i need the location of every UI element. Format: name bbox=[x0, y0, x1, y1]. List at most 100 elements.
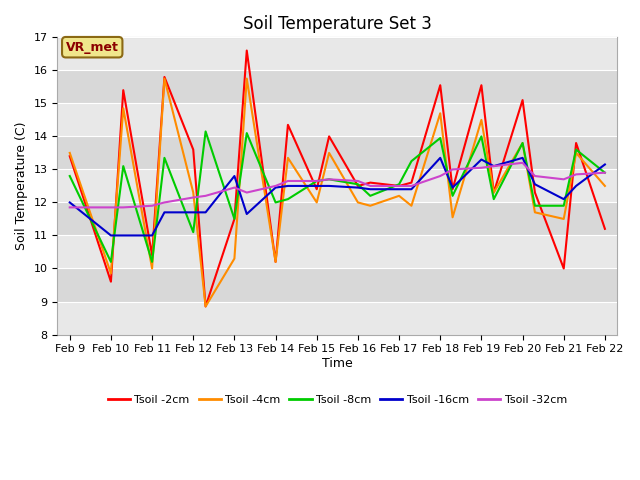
Tsoil -16cm bbox=[490, 163, 497, 169]
Tsoil -16cm bbox=[436, 155, 444, 161]
Tsoil -16cm bbox=[230, 173, 238, 179]
Tsoil -8cm bbox=[202, 129, 209, 134]
Line: Tsoil -32cm: Tsoil -32cm bbox=[70, 163, 605, 207]
Tsoil -8cm bbox=[272, 200, 280, 205]
Tsoil -2cm bbox=[436, 83, 444, 88]
Tsoil -32cm bbox=[272, 183, 280, 189]
Tsoil -16cm bbox=[120, 233, 127, 239]
Tsoil -32cm bbox=[313, 178, 321, 184]
Tsoil -2cm bbox=[161, 74, 168, 80]
Tsoil -8cm bbox=[325, 177, 333, 182]
Tsoil -16cm bbox=[313, 183, 321, 189]
Tsoil -2cm bbox=[189, 147, 197, 153]
Tsoil -8cm bbox=[189, 229, 197, 235]
Tsoil -4cm bbox=[490, 190, 497, 195]
Tsoil -16cm bbox=[325, 183, 333, 189]
Tsoil -4cm bbox=[519, 140, 527, 146]
Tsoil -32cm bbox=[436, 173, 444, 179]
Tsoil -4cm bbox=[161, 76, 168, 82]
Line: Tsoil -4cm: Tsoil -4cm bbox=[70, 79, 605, 306]
Tsoil -32cm bbox=[66, 204, 74, 210]
Bar bbox=[58, 37, 617, 71]
Tsoil -2cm bbox=[202, 303, 209, 309]
Tsoil -8cm bbox=[354, 181, 362, 187]
Text: VR_met: VR_met bbox=[66, 41, 118, 54]
Tsoil -4cm bbox=[230, 256, 238, 262]
Y-axis label: Soil Temperature (C): Soil Temperature (C) bbox=[15, 121, 28, 250]
Tsoil -8cm bbox=[161, 155, 168, 161]
Tsoil -8cm bbox=[107, 259, 115, 265]
Tsoil -2cm bbox=[408, 180, 415, 185]
Tsoil -2cm bbox=[313, 186, 321, 192]
Tsoil -32cm bbox=[367, 183, 374, 189]
Tsoil -8cm bbox=[408, 158, 415, 164]
Tsoil -4cm bbox=[66, 150, 74, 156]
Tsoil -2cm bbox=[325, 133, 333, 139]
Tsoil -32cm bbox=[601, 170, 609, 176]
Tsoil -32cm bbox=[107, 204, 115, 210]
Tsoil -2cm bbox=[601, 226, 609, 232]
Tsoil -8cm bbox=[396, 181, 403, 187]
Tsoil -16cm bbox=[107, 233, 115, 239]
Tsoil -8cm bbox=[230, 216, 238, 222]
Tsoil -16cm bbox=[161, 209, 168, 215]
Tsoil -16cm bbox=[572, 183, 580, 189]
Tsoil -2cm bbox=[367, 180, 374, 185]
Tsoil -2cm bbox=[107, 279, 115, 285]
Tsoil -4cm bbox=[367, 203, 374, 209]
Tsoil -2cm bbox=[66, 153, 74, 159]
Tsoil -2cm bbox=[477, 83, 485, 88]
Tsoil -4cm bbox=[189, 190, 197, 195]
Tsoil -4cm bbox=[148, 265, 156, 271]
Tsoil -4cm bbox=[272, 259, 280, 265]
Tsoil -8cm bbox=[519, 140, 527, 146]
Tsoil -8cm bbox=[313, 178, 321, 184]
Tsoil -4cm bbox=[436, 110, 444, 116]
Tsoil -32cm bbox=[396, 183, 403, 189]
Tsoil -2cm bbox=[120, 87, 127, 93]
Tsoil -8cm bbox=[572, 147, 580, 153]
Tsoil -8cm bbox=[601, 170, 609, 176]
Tsoil -16cm bbox=[367, 186, 374, 192]
Tsoil -16cm bbox=[477, 156, 485, 162]
Tsoil -2cm bbox=[519, 97, 527, 103]
Tsoil -32cm bbox=[531, 173, 539, 179]
Tsoil -4cm bbox=[107, 271, 115, 276]
Tsoil -32cm bbox=[325, 177, 333, 182]
Tsoil -16cm bbox=[531, 181, 539, 187]
Tsoil -2cm bbox=[449, 186, 456, 192]
Bar bbox=[58, 301, 617, 335]
Tsoil -4cm bbox=[284, 155, 292, 161]
Tsoil -32cm bbox=[230, 185, 238, 191]
Tsoil -4cm bbox=[325, 150, 333, 156]
Tsoil -16cm bbox=[408, 186, 415, 192]
Tsoil -4cm bbox=[449, 215, 456, 220]
Tsoil -8cm bbox=[120, 163, 127, 169]
Tsoil -32cm bbox=[408, 183, 415, 189]
Tsoil -32cm bbox=[560, 177, 568, 182]
Tsoil -32cm bbox=[148, 203, 156, 209]
Tsoil -4cm bbox=[120, 106, 127, 111]
Tsoil -32cm bbox=[519, 160, 527, 166]
Bar bbox=[58, 169, 617, 203]
Legend: Tsoil -2cm, Tsoil -4cm, Tsoil -8cm, Tsoil -16cm, Tsoil -32cm: Tsoil -2cm, Tsoil -4cm, Tsoil -8cm, Tsoi… bbox=[104, 391, 572, 409]
Tsoil -16cm bbox=[396, 186, 403, 192]
Bar bbox=[58, 103, 617, 136]
Tsoil -8cm bbox=[243, 130, 251, 136]
Tsoil -8cm bbox=[66, 173, 74, 179]
Tsoil -2cm bbox=[243, 48, 251, 53]
Tsoil -8cm bbox=[560, 203, 568, 209]
Tsoil -4cm bbox=[396, 193, 403, 199]
Tsoil -8cm bbox=[148, 259, 156, 265]
Tsoil -2cm bbox=[572, 140, 580, 146]
Tsoil -8cm bbox=[531, 203, 539, 209]
Tsoil -4cm bbox=[408, 203, 415, 209]
Tsoil -2cm bbox=[148, 252, 156, 258]
Title: Soil Temperature Set 3: Soil Temperature Set 3 bbox=[243, 15, 432, 33]
Tsoil -16cm bbox=[202, 209, 209, 215]
Line: Tsoil -2cm: Tsoil -2cm bbox=[70, 50, 605, 306]
Tsoil -16cm bbox=[243, 211, 251, 217]
Tsoil -2cm bbox=[230, 216, 238, 222]
Tsoil -8cm bbox=[477, 133, 485, 139]
Tsoil -4cm bbox=[243, 76, 251, 82]
